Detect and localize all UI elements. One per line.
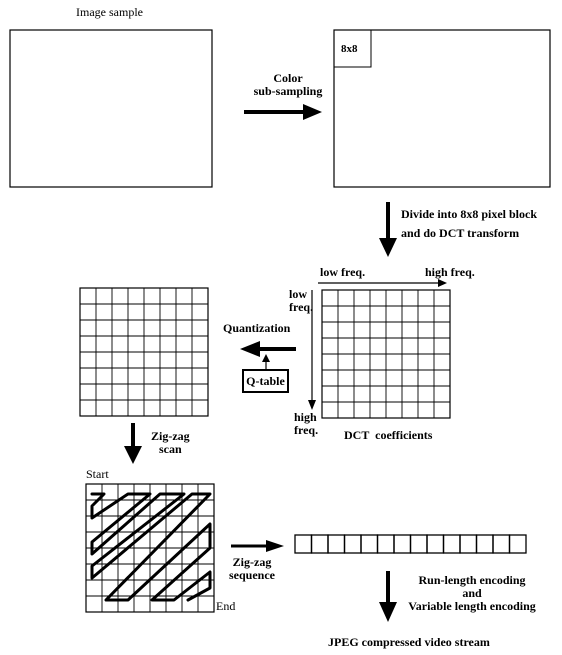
sequence-cell (492, 534, 511, 554)
arrow-divide-dct (379, 202, 397, 257)
color-subsampling-label: Color sub-sampling (238, 72, 338, 98)
sequence-cell (294, 534, 313, 554)
encoding-line1: Run-length encoding (418, 573, 526, 587)
quantized-grid (79, 287, 209, 417)
color-label-line2: sub-sampling (253, 84, 323, 98)
low-freq-side-line1: low (289, 287, 307, 301)
block-8x8-label: 8x8 (341, 43, 358, 55)
subsampled-frame (333, 29, 551, 188)
zigzag-sequence-line2: sequence (229, 568, 275, 582)
divide-label-line1: Divide into 8x8 pixel block (401, 207, 538, 221)
divide-label-line2: and do DCT transform (401, 226, 520, 240)
sequence-cell (360, 534, 379, 554)
sequence-cell (426, 534, 445, 554)
zigzag-scan-line2: scan (159, 442, 182, 456)
sequence-cell (310, 534, 329, 554)
high-freq-side-line1: high (294, 410, 317, 424)
color-label-line1: Color (273, 71, 303, 85)
sequence-cell (442, 534, 461, 554)
image-sample-label: Image sample (76, 5, 143, 19)
high-freq-axis-arrow (318, 279, 447, 287)
zigzag-path (90, 492, 212, 602)
dct-coefficients-label: DCT coefficients (344, 428, 433, 442)
sequence-cell (475, 534, 494, 554)
zigzag-sequence-line1: Zig-zag (232, 555, 272, 569)
arrow-zigzag-sequence (231, 540, 284, 552)
encoding-line3: Variable length encoding (408, 599, 536, 613)
low-freq-side-line2: freq. (289, 300, 314, 314)
dct-coefficient-grid (321, 289, 451, 419)
zigzag-sequence-label: Zig-zag sequence (229, 556, 275, 582)
block-8x8 (333, 29, 372, 68)
sequence-cell (327, 534, 346, 554)
encoding-line2: and (462, 586, 482, 600)
zigzag-sequence-strip (294, 534, 527, 554)
arrow-q-table-up (262, 354, 270, 370)
arrow-zigzag-scan (124, 423, 142, 464)
high-freq-side-line2: freq. (294, 423, 319, 437)
quantization-label: Quantization (223, 321, 291, 335)
divide-label: Divide into 8x8 pixel block and do DCT t… (401, 208, 537, 240)
sequence-cell (508, 534, 527, 554)
arrow-quantization (240, 341, 296, 357)
image-sample-frame (9, 29, 213, 188)
sequence-cell (376, 534, 395, 554)
q-table-label: Q-table (246, 374, 285, 388)
sequence-cell (393, 534, 412, 554)
end-label: End (216, 599, 236, 613)
zigzag-scan-label: Zig-zag scan (151, 430, 190, 456)
high-freq-side-label: high freq. (294, 411, 318, 437)
encoding-label: Run-length encoding and Variable length … (398, 574, 546, 613)
low-freq-side-label: low freq. (289, 288, 313, 314)
output-label: JPEG compressed video stream (328, 635, 490, 649)
arrow-encoding (379, 571, 397, 622)
start-label: Start (86, 467, 109, 481)
zigzag-scan-line1: Zig-zag (151, 429, 190, 443)
low-to-high-vertical-axis-arrow (308, 290, 316, 410)
arrow-color-subsampling (244, 104, 322, 120)
low-freq-top-label: low freq. (320, 265, 366, 279)
sequence-cell (409, 534, 428, 554)
sequence-cell (343, 534, 362, 554)
high-freq-top-label: high freq. (425, 265, 475, 279)
sequence-cell (459, 534, 478, 554)
